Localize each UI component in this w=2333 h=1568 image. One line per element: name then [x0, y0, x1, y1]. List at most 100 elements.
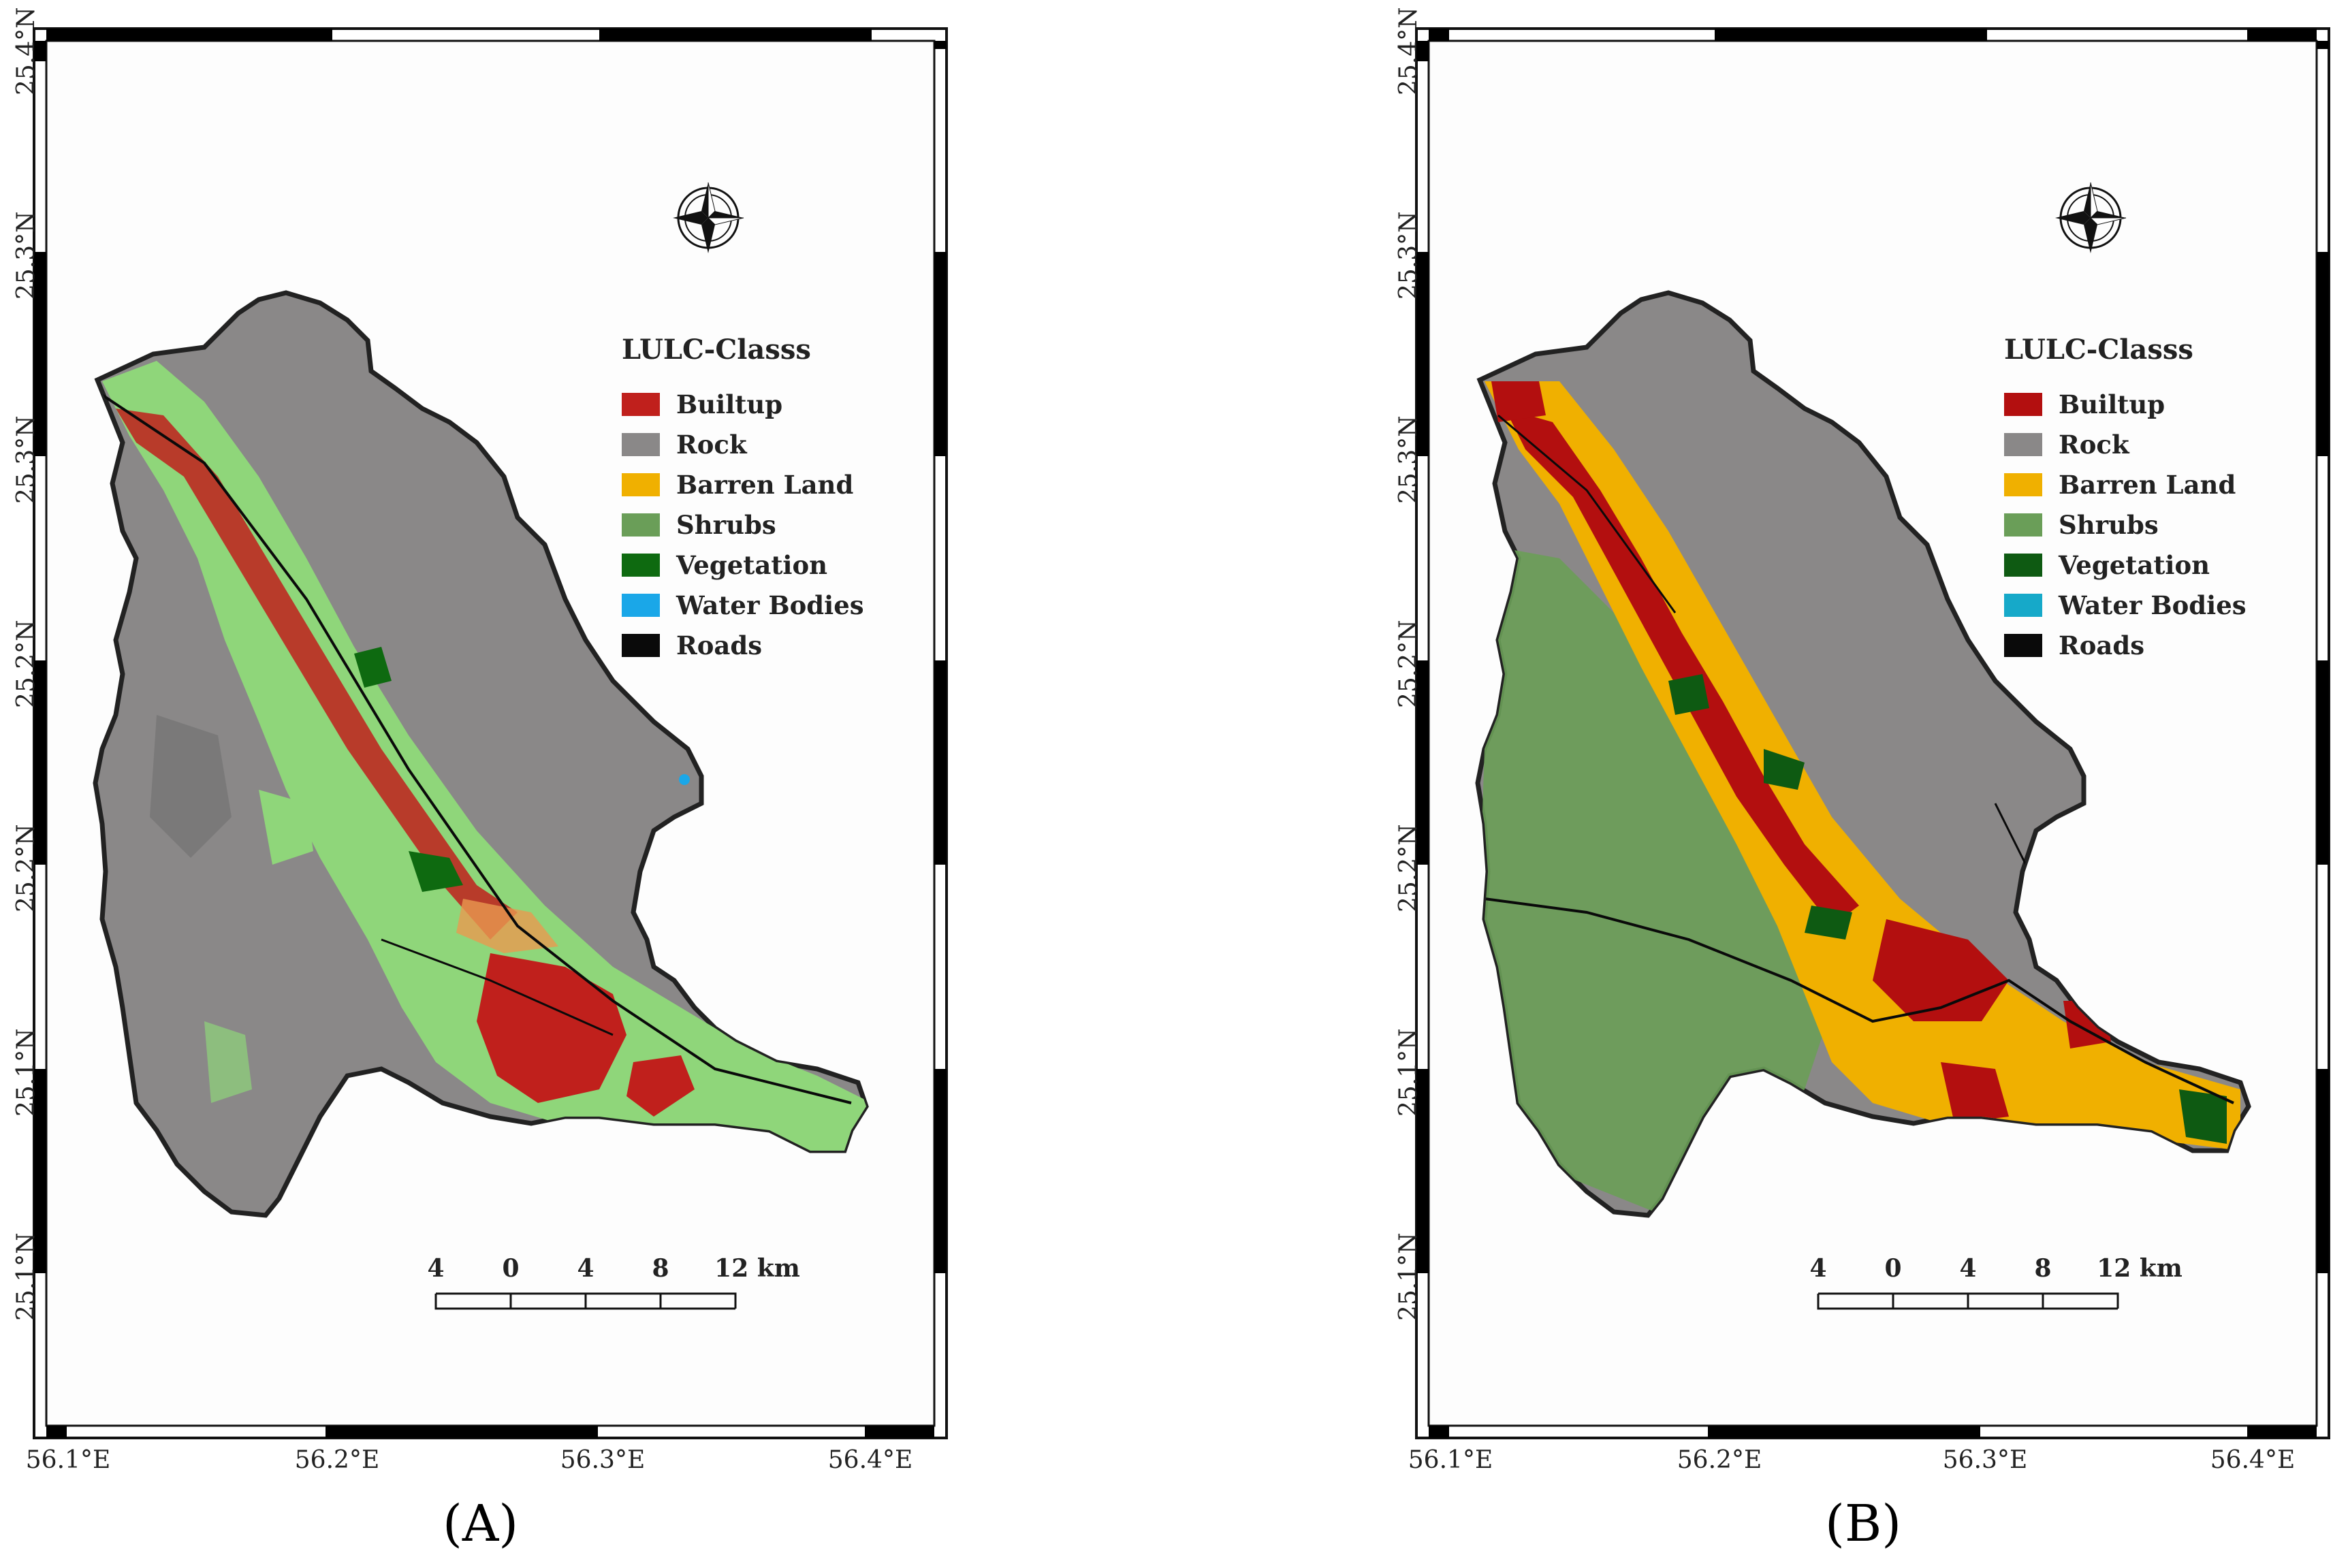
- rock-swatch: [2004, 433, 2042, 456]
- legend-item-water-bodies: Water Bodies: [2004, 590, 2247, 621]
- road: [1497, 414, 1677, 613]
- water-bodies-swatch: [622, 594, 660, 617]
- vegetation-patch: [1805, 906, 1852, 940]
- lat-label: 25.2°N: [1395, 620, 1423, 708]
- graticule-ticks: [1416, 29, 2329, 1438]
- north-arrow-icon: [673, 182, 744, 253]
- panel-label: (A): [443, 1494, 519, 1553]
- scale-label: 0: [1884, 1254, 1902, 1283]
- builtup-swatch: [2004, 393, 2042, 416]
- legend-item-barren-land: Barren Land: [622, 469, 853, 500]
- map-panel-b: LULC-Classs Builtup Rock Barren Land Shr…: [1382, 0, 2333, 1568]
- legend-label: Builtup: [676, 389, 783, 419]
- lon-label: 56.3°E: [1942, 1446, 2028, 1474]
- legend-item-builtup: Builtup: [622, 389, 782, 420]
- map-frame-b: [1415, 27, 2330, 1439]
- rock-shadow: [150, 715, 232, 858]
- roads-swatch: [622, 634, 660, 657]
- shrubs-patch: [204, 1021, 252, 1103]
- lat-label: 25.4°N: [12, 7, 40, 95]
- map-panel-a: LULC-Classs Builtup Rock Barren Land Shr…: [0, 0, 967, 1568]
- vegetation-swatch: [2004, 554, 2042, 577]
- legend-item-water-bodies: Water Bodies: [622, 590, 864, 621]
- lat-label: 25.2°N: [1395, 824, 1423, 912]
- lat-label: 25.2°N: [12, 824, 40, 912]
- lat-label: 25.1°N: [12, 1028, 40, 1117]
- legend-item-shrubs: Shrubs: [2004, 509, 2159, 541]
- scale-bar: [1817, 1292, 2119, 1310]
- legend-title: LULC-Classs: [622, 334, 811, 366]
- lon-label: 56.2°E: [1677, 1446, 1762, 1474]
- road: [381, 938, 614, 1036]
- scale-label: 0: [502, 1254, 520, 1283]
- builtup-swatch: [622, 393, 660, 416]
- legend-label: Rock: [676, 430, 747, 460]
- scale-label: 12 km: [2097, 1254, 2183, 1283]
- scale-label: 8: [2034, 1254, 2052, 1283]
- vegetation-swatch: [622, 554, 660, 577]
- builtup-cluster: [1491, 381, 1546, 422]
- vegetation-patch: [409, 851, 463, 892]
- rock-swatch: [622, 433, 660, 456]
- north-arrow-icon: [2055, 182, 2127, 253]
- lat-label: 25.3°N: [1395, 211, 1423, 300]
- legend-label: Vegetation: [676, 550, 828, 580]
- lon-label: 56.2°E: [294, 1446, 380, 1474]
- lon-label: 56.4°E: [827, 1446, 913, 1474]
- scale-label: 4: [427, 1254, 445, 1283]
- water-bodies-swatch: [2004, 594, 2042, 617]
- legend-item-vegetation: Vegetation: [622, 549, 827, 581]
- builtup-cluster: [1873, 919, 2009, 1021]
- legend-label: Water Bodies: [2059, 590, 2247, 620]
- barren-land-swatch: [622, 473, 660, 496]
- lat-label: 25.1°N: [12, 1232, 40, 1321]
- legend-label: Shrubs: [2059, 510, 2159, 540]
- shrubs-swatch: [2004, 513, 2042, 537]
- vegetation-patch: [1764, 749, 1805, 790]
- legend-label: Water Bodies: [676, 590, 864, 620]
- shrubs-patch: [259, 790, 313, 865]
- legend-label: Builtup: [2059, 389, 2165, 419]
- legend-item-rock: Rock: [622, 429, 747, 460]
- legend-label: Rock: [2059, 430, 2129, 460]
- builtup-corridor: [1505, 409, 1859, 926]
- lon-label: 56.3°E: [560, 1446, 646, 1474]
- graticule-ticks: [34, 29, 947, 1438]
- builtup-corridor: [116, 409, 518, 940]
- water-body: [679, 774, 690, 785]
- builtup-cluster: [1941, 1062, 2009, 1123]
- lulc-raster: [1478, 381, 2240, 1212]
- vegetation-patch: [2179, 1089, 2227, 1144]
- legend-label: Barren Land: [2059, 470, 2236, 500]
- legend-item-vegetation: Vegetation: [2004, 549, 2210, 581]
- lat-label: 25.3°N: [12, 415, 40, 504]
- main-road: [101, 394, 852, 1104]
- lat-label: 25.3°N: [1395, 415, 1423, 504]
- shrubs-area: [102, 361, 866, 1157]
- legend-title: LULC-Classs: [2004, 334, 2193, 366]
- main-road: [1484, 897, 2234, 1104]
- legend-item-shrubs: Shrubs: [622, 509, 776, 541]
- lon-label: 56.1°E: [1408, 1446, 1493, 1474]
- map-frame-a: [33, 27, 948, 1439]
- barren-land-area: [1485, 381, 2240, 1151]
- legend-item-rock: Rock: [2004, 429, 2129, 460]
- legend-item-roads: Roads: [2004, 630, 2144, 661]
- roads-swatch: [2004, 634, 2042, 657]
- lat-label: 25.4°N: [1395, 7, 1423, 95]
- lat-label: 25.3°N: [12, 211, 40, 300]
- lulc-raster: [101, 361, 866, 1157]
- panel-label: (B): [1825, 1494, 1902, 1553]
- scale-bar: [434, 1292, 737, 1310]
- legend-label: Roads: [676, 630, 763, 660]
- lat-label: 25.2°N: [12, 620, 40, 708]
- legend-label: Shrubs: [676, 510, 776, 540]
- scale-label: 4: [577, 1254, 594, 1283]
- legend-item-builtup: Builtup: [2004, 389, 2165, 420]
- lon-label: 56.1°E: [25, 1446, 111, 1474]
- shrubs-swatch: [622, 513, 660, 537]
- scale-label: 8: [652, 1254, 669, 1283]
- lon-label: 56.4°E: [2210, 1446, 2296, 1474]
- scale-label: 12 km: [714, 1254, 800, 1283]
- legend-label: Barren Land: [676, 470, 854, 500]
